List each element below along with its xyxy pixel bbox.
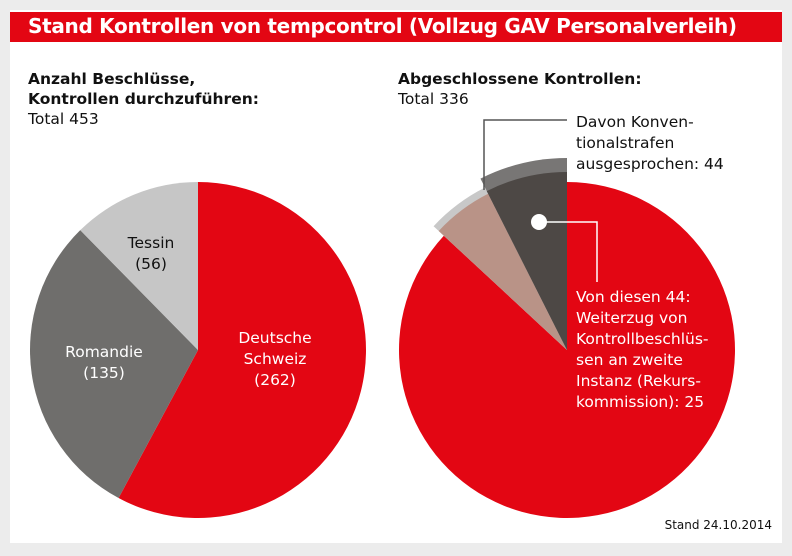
leader-line-appeals [540,221,598,282]
label-deutsche-schweiz-line: Schweiz [244,350,307,368]
slice-no-penalty [399,182,736,518]
annotation-appeals-line: kommission): 25 [576,393,704,411]
annotation-appeals-line: Instanz (Rekurs- [576,372,701,390]
title-bar [10,12,782,42]
left-pie-total: Total 453 [28,110,99,128]
left-pie-heading: Anzahl Beschlüsse, Kontrollen durchzufüh… [28,69,259,129]
slice-appeal [486,172,567,350]
label-romandie-line: (135) [83,364,125,382]
left-pie-title-1: Anzahl Beschlüsse, [28,70,196,88]
slice-tessin [80,182,198,350]
right-pie-title: Abgeschlossene Kontrollen: [398,70,642,88]
label-tessin-line: (56) [135,255,167,273]
annotation-appeals-line: Weiterzug von [576,309,687,327]
label-tessin-line: Tessin [127,234,175,252]
annotation-dot [531,214,547,230]
slice-deutsche-schweiz [118,181,367,518]
leader-line-penalties [483,119,567,190]
annotation-appeals-line: Von diesen 44: [576,288,691,306]
label-romandie: Romandie (135) [65,343,143,382]
slice-romandie [29,230,198,499]
label-deutsche-schweiz: Deutsche Schweiz (262) [238,329,311,389]
annotation-appeals-line: Kontrollbeschlüs- [576,330,709,348]
annotation-penalties-line: ausgesprochen: 44 [576,155,724,173]
annotation-penalties-line: Davon Konven- [576,113,694,131]
label-deutsche-schweiz-line: (262) [254,371,296,389]
chart-title: Stand Kontrollen von tempcontrol (Vollzu… [28,14,737,38]
right-pie-total: Total 336 [398,90,469,108]
annotation-penalties-line: tionalstrafen [576,134,674,152]
slice-penalty-no-appeal [438,193,567,350]
annotation-appeals: Von diesen 44: Weiterzug von Kontrollbesch… [576,288,709,411]
label-romandie-line: Romandie [65,343,143,361]
annotation-appeals-line: sen an zweite [576,351,683,369]
label-tessin: Tessin (56) [127,234,175,273]
footer-date: Stand 24.10.2014 [664,518,772,532]
label-deutsche-schweiz-line: Deutsche [238,329,311,347]
annotation-penalties: Davon Konven-tionalstrafen ausgesprochen:… [576,113,724,173]
left-pie-title-2: Kontrollen durchzuführen: [28,90,259,108]
right-pie-heading: Abgeschlossene Kontrollen: Total 336 [398,69,642,109]
